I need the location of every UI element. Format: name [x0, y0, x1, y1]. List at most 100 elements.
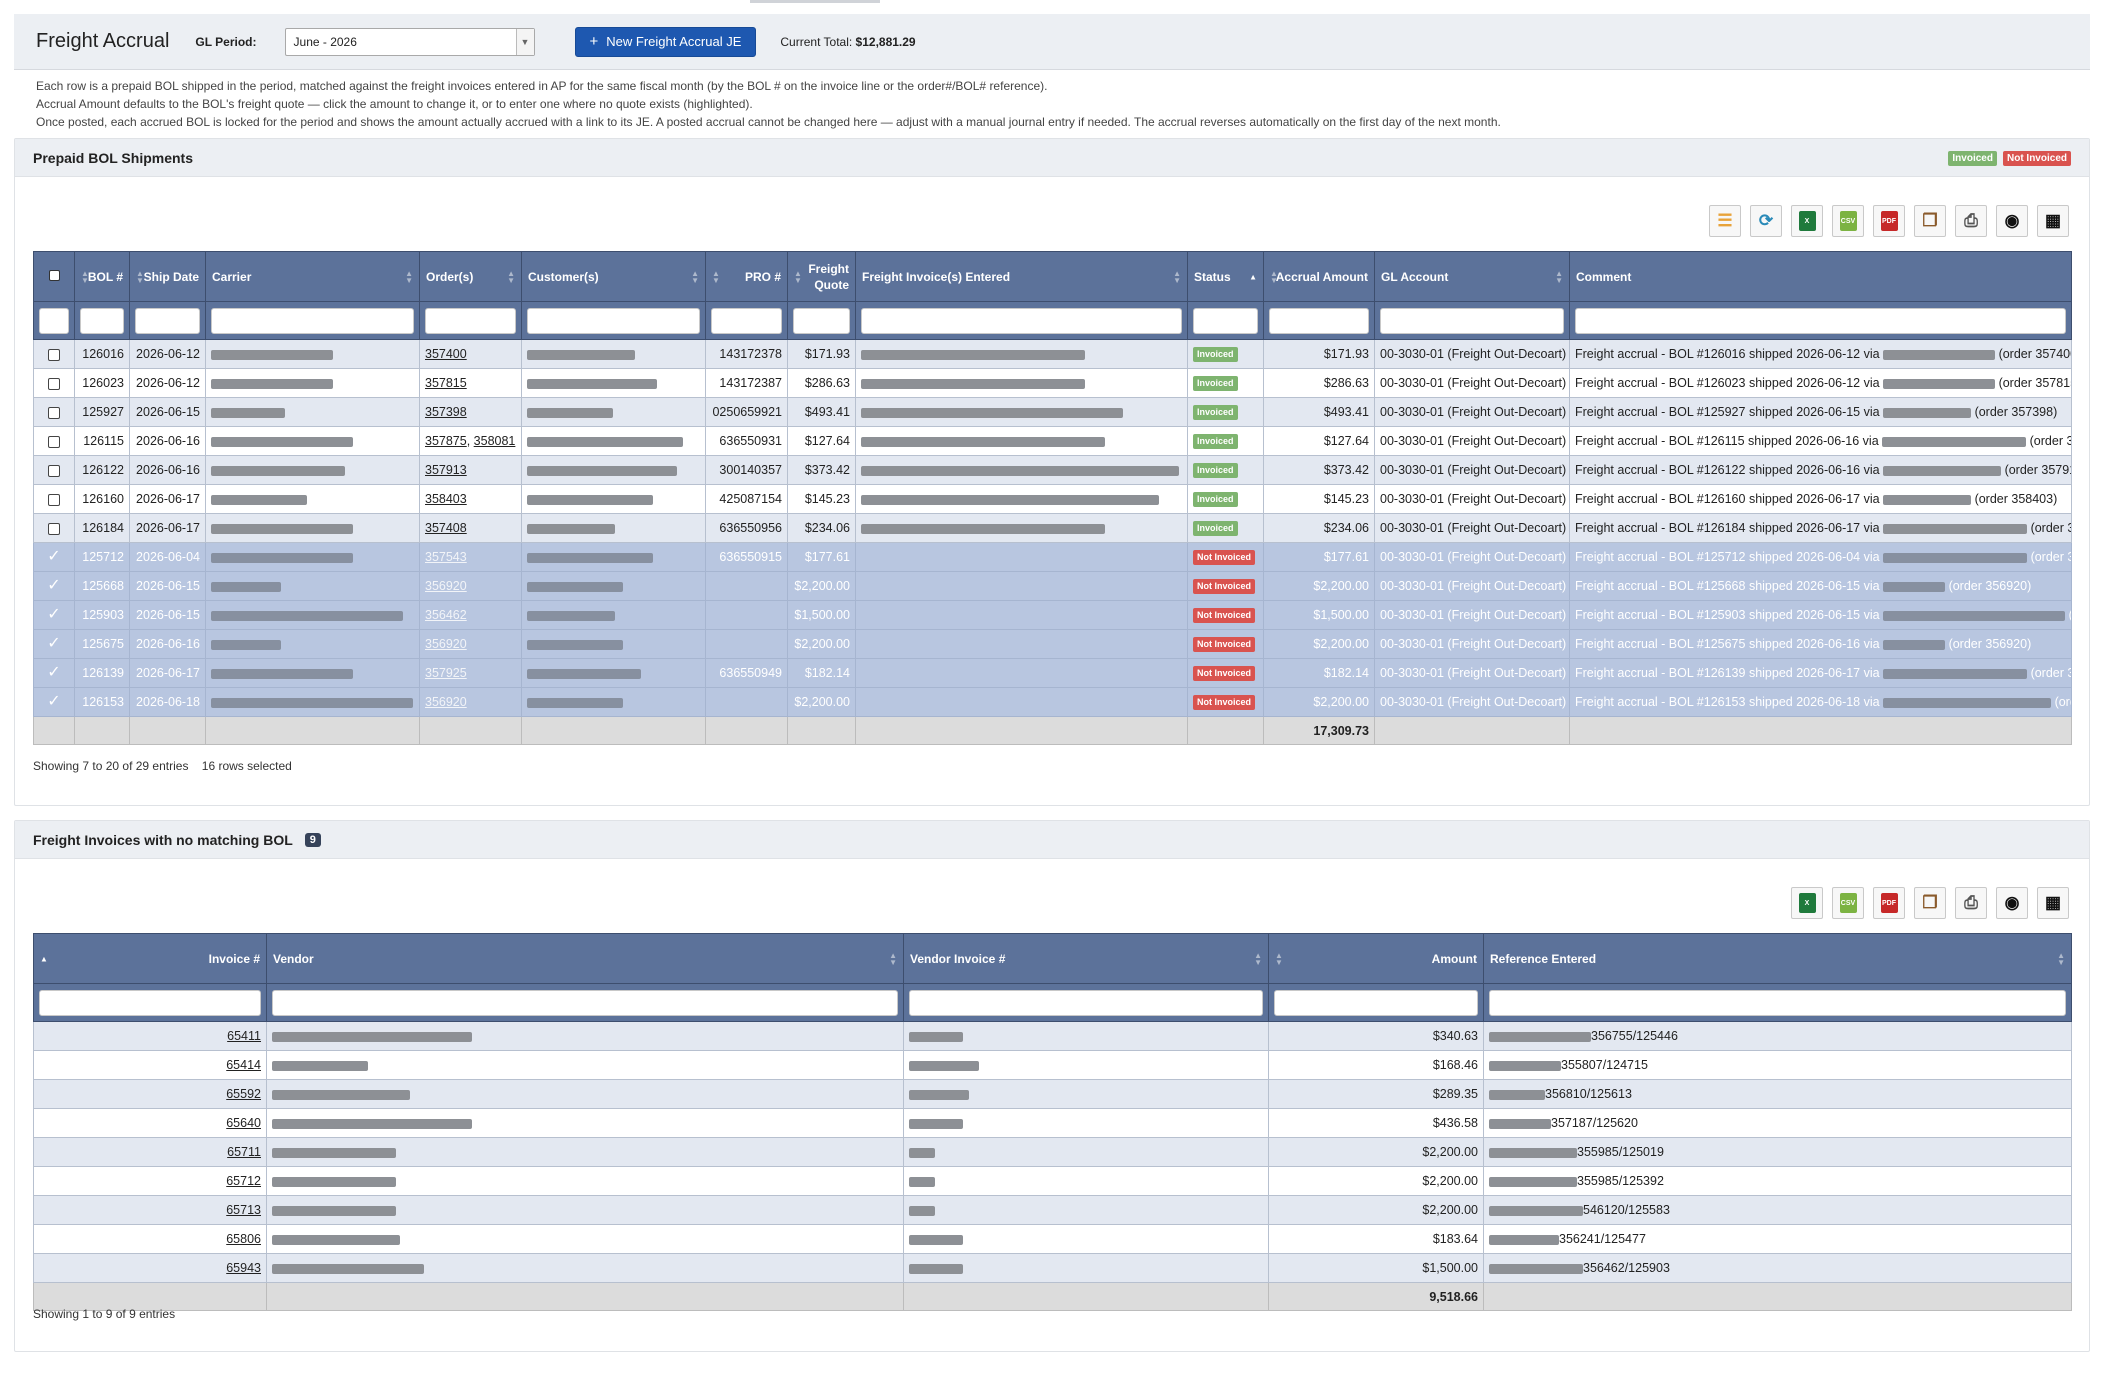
select-all-checkbox[interactable]: [48, 269, 60, 281]
gl-period-select[interactable]: June - 2026 ▼: [284, 27, 535, 56]
table-row[interactable]: 126184 2026-06-17 357408 636550956 $234.06 In…: [33, 513, 2072, 543]
invoice-link[interactable]: 65414: [226, 1058, 261, 1072]
filter-invoices[interactable]: [861, 307, 1182, 334]
row-select[interactable]: ✓: [33, 658, 75, 688]
table-row[interactable]: 126115 2026-06-16 357875, 358081 636550931 $…: [33, 426, 2072, 456]
table-row[interactable]: 65592 $289.35 356810/125613: [33, 1079, 2072, 1109]
accrual-amount-value[interactable]: $177.61: [1323, 550, 1369, 564]
row-select[interactable]: ✓: [33, 542, 75, 572]
accrual-amount[interactable]: $2,200.00: [1263, 687, 1375, 717]
accrual-amount[interactable]: $286.63: [1263, 368, 1375, 398]
filter-select[interactable]: [39, 307, 69, 334]
table-row[interactable]: 126122 2026-06-16 357913 300140357 $373.42 In…: [33, 455, 2072, 485]
col-reference[interactable]: Reference Entered ▲ ▼: [1483, 933, 2072, 984]
row-checkbox[interactable]: [48, 348, 60, 361]
accrual-amount-value[interactable]: $2,200.00: [1313, 579, 1369, 593]
col-status[interactable]: Status ▲: [1187, 251, 1264, 302]
accrual-amount[interactable]: $145.23: [1263, 484, 1375, 514]
filter-reference[interactable]: [1489, 989, 2066, 1016]
col-freight-quote[interactable]: ▲ ▼ Freight Quote: [787, 251, 856, 302]
invoice-link[interactable]: 65943: [226, 1261, 261, 1275]
table-layout-button[interactable]: ▦: [2037, 887, 2069, 919]
row-select[interactable]: [33, 368, 75, 398]
accrual-amount-value[interactable]: $286.63: [1323, 376, 1369, 390]
filter-invoice-number[interactable]: [39, 989, 261, 1016]
row-select[interactable]: [33, 484, 75, 514]
filter-customers[interactable]: [527, 307, 700, 334]
accrual-amount[interactable]: $2,200.00: [1263, 571, 1375, 601]
table-row[interactable]: 65712 $2,200.00 355985/125392: [33, 1166, 2072, 1196]
visibility-button[interactable]: ◉: [1996, 205, 2028, 237]
checked-checkbox-icon[interactable]: ✓: [47, 664, 61, 681]
csv-button[interactable]: CSV: [1832, 887, 1864, 919]
order-link[interactable]: 357875: [425, 434, 467, 448]
table-row[interactable]: 126016 2026-06-12 357400 143172378 $171.93 In…: [33, 339, 2072, 369]
row-checkbox[interactable]: [48, 406, 60, 419]
accrual-amount-value[interactable]: $493.41: [1323, 405, 1369, 419]
accrual-amount[interactable]: $2,200.00: [1263, 629, 1375, 659]
filter-carrier[interactable]: [211, 307, 414, 334]
col-gl-account[interactable]: GL Account ▲ ▼: [1374, 251, 1570, 302]
copy-button[interactable]: ❐: [1914, 205, 1946, 237]
col-bol[interactable]: ▲ ▼ BOL #: [74, 251, 130, 302]
checked-checkbox-icon[interactable]: ✓: [47, 577, 61, 594]
pdf-button[interactable]: PDF: [1873, 205, 1905, 237]
row-select[interactable]: [33, 339, 75, 369]
invoice-link[interactable]: 65712: [226, 1174, 261, 1188]
columns-button[interactable]: ☰: [1709, 205, 1741, 237]
invoice-link[interactable]: 65806: [226, 1232, 261, 1246]
filter-ship-date[interactable]: [135, 307, 200, 334]
row-checkbox[interactable]: [48, 377, 60, 390]
col-vendor[interactable]: Vendor ▲ ▼: [266, 933, 904, 984]
table-row[interactable]: 65806 $183.64 356241/125477: [33, 1224, 2072, 1254]
row-select[interactable]: ✓: [33, 600, 75, 630]
accrual-amount[interactable]: $493.41: [1263, 397, 1375, 427]
table-row[interactable]: ✓ 126153 2026-06-18 356920 $2,200.00 Not Invo…: [33, 687, 2072, 717]
row-checkbox[interactable]: [48, 464, 60, 477]
col-carrier[interactable]: Carrier ▲ ▼: [205, 251, 420, 302]
accrual-amount[interactable]: $177.61: [1263, 542, 1375, 572]
order-link[interactable]: 358081: [473, 434, 516, 448]
order-link[interactable]: 356920: [425, 695, 467, 709]
accrual-amount[interactable]: $234.06: [1263, 513, 1375, 543]
invoice-link[interactable]: 65592: [226, 1087, 261, 1101]
filter-quote[interactable]: [793, 307, 850, 334]
excel-button[interactable]: X: [1791, 205, 1823, 237]
refresh-button[interactable]: ⟳: [1750, 205, 1782, 237]
filter-comment[interactable]: [1575, 307, 2066, 334]
accrual-amount-value[interactable]: $2,200.00: [1313, 695, 1369, 709]
table-row[interactable]: 65711 $2,200.00 355985/125019: [33, 1137, 2072, 1167]
order-link[interactable]: 357925: [425, 666, 467, 680]
table-row[interactable]: 65414 $168.46 355807/124715: [33, 1050, 2072, 1080]
excel-button[interactable]: X: [1791, 887, 1823, 919]
filter-accrual[interactable]: [1269, 307, 1369, 334]
accrual-amount-value[interactable]: $182.14: [1323, 666, 1369, 680]
filter-vendor-invoice[interactable]: [909, 989, 1263, 1016]
invoice-link[interactable]: 65640: [226, 1116, 261, 1130]
accrual-amount-value[interactable]: $234.06: [1323, 521, 1369, 535]
filter-vendor[interactable]: [272, 989, 898, 1016]
accrual-amount-value[interactable]: $127.64: [1323, 434, 1369, 448]
table-row[interactable]: ✓ 125668 2026-06-15 356920 $2,200.00 Not Invo…: [33, 571, 2072, 601]
accrual-amount[interactable]: $127.64: [1263, 426, 1375, 456]
row-checkbox[interactable]: [48, 493, 60, 506]
accrual-amount-value[interactable]: $1,500.00: [1313, 608, 1369, 622]
row-select[interactable]: [33, 455, 75, 485]
accrual-amount[interactable]: $1,500.00: [1263, 600, 1375, 630]
copy-button[interactable]: ❐: [1914, 887, 1946, 919]
row-select[interactable]: ✓: [33, 571, 75, 601]
col-invoice-number[interactable]: ▲ Invoice #: [33, 933, 267, 984]
select-all-header[interactable]: [33, 251, 75, 302]
row-select[interactable]: [33, 426, 75, 456]
visibility-button[interactable]: ◉: [1996, 887, 2028, 919]
table-row[interactable]: ✓ 125712 2026-06-04 357543 636550915 $177.61 N…: [33, 542, 2072, 572]
checked-checkbox-icon[interactable]: ✓: [47, 693, 61, 710]
order-link[interactable]: 357408: [425, 521, 467, 535]
table-row[interactable]: 65943 $1,500.00 356462/125903: [33, 1253, 2072, 1283]
order-link[interactable]: 356920: [425, 637, 467, 651]
checked-checkbox-icon[interactable]: ✓: [47, 635, 61, 652]
table-layout-button[interactable]: ▦: [2037, 205, 2069, 237]
filter-bol[interactable]: [80, 307, 124, 334]
table-row[interactable]: ✓ 125675 2026-06-16 356920 $2,200.00 Not Invo…: [33, 629, 2072, 659]
table-row[interactable]: 126160 2026-06-17 358403 425087154 $145.23 In…: [33, 484, 2072, 514]
